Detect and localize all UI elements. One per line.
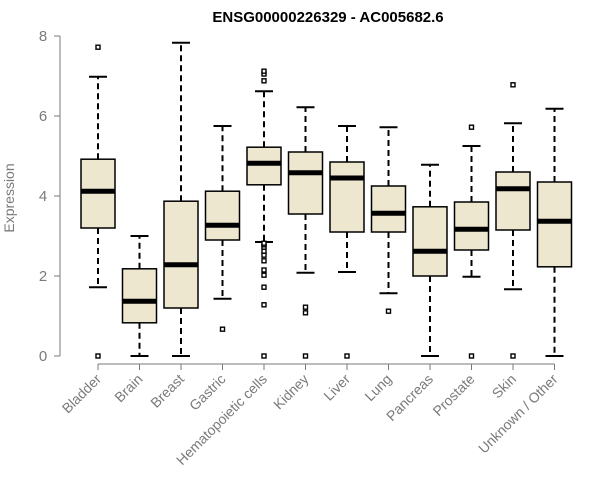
iqr-box (163, 200, 199, 309)
y-tick-label: 8 (39, 28, 47, 45)
x-tick-label: Skin (489, 371, 520, 402)
box-kidney (287, 106, 324, 359)
y-axis-label: Expression (1, 163, 17, 232)
box-pancreas (412, 163, 448, 357)
box-gastric (204, 125, 241, 332)
outlier-point (261, 302, 267, 308)
outlier-point (261, 258, 267, 264)
outlier-point (261, 267, 267, 273)
iqr-box (246, 146, 282, 186)
x-tick-label: Unknown / Other (475, 371, 561, 457)
outlier-point (219, 326, 226, 332)
outlier-point (302, 353, 309, 359)
iqr-box (287, 151, 324, 215)
outlier-point (510, 353, 516, 359)
iqr-box (453, 201, 490, 251)
box-liver (329, 125, 365, 359)
box-breast (163, 41, 199, 357)
x-tick-label: Kidney (270, 371, 312, 413)
outlier-point (385, 308, 392, 314)
chart-title: ENSG00000226329 - AC005682.6 (212, 9, 443, 26)
outlier-point (261, 353, 267, 359)
outlier-point (510, 82, 516, 88)
box-lung (370, 126, 407, 314)
x-tick-label: Brain (111, 371, 145, 405)
iqr-box (121, 268, 158, 324)
outlier-point (468, 124, 475, 130)
outlier-point (302, 304, 309, 310)
outlier-point (95, 44, 101, 50)
outlier-point (261, 78, 267, 84)
outlier-point (261, 68, 267, 74)
y-tick-label: 4 (39, 188, 47, 205)
box-unknown-other (536, 107, 573, 357)
y-tick-label: 2 (39, 268, 47, 285)
iqr-box (412, 206, 448, 277)
box-hematopoietic-cells (246, 68, 282, 359)
outlier-point (468, 353, 475, 359)
x-tick-label: Prostate (429, 371, 477, 419)
outlier-point (261, 284, 267, 290)
iqr-box (204, 190, 241, 241)
x-tick-label: Breast (147, 371, 187, 411)
iqr-box (329, 161, 365, 233)
x-tick-label: Lung (361, 371, 394, 404)
box-skin (495, 82, 531, 359)
box-bladder (80, 44, 116, 359)
outlier-point (261, 272, 267, 278)
iqr-box (536, 181, 573, 268)
iqr-box (495, 171, 531, 231)
box-prostate (453, 124, 490, 359)
outlier-point (95, 353, 101, 359)
outlier-point (261, 240, 267, 246)
x-tick-label: Bladder (59, 371, 105, 417)
box-brain (121, 235, 158, 357)
y-tick-label: 6 (39, 108, 47, 125)
y-tick-label: 0 (39, 348, 47, 365)
y-axis: 0 2 4 6 8 (39, 28, 61, 365)
boxes (80, 41, 573, 359)
outlier-point (302, 310, 309, 316)
outlier-point (344, 353, 350, 359)
x-tick-label: Liver (320, 371, 353, 404)
iqr-box (370, 185, 407, 233)
